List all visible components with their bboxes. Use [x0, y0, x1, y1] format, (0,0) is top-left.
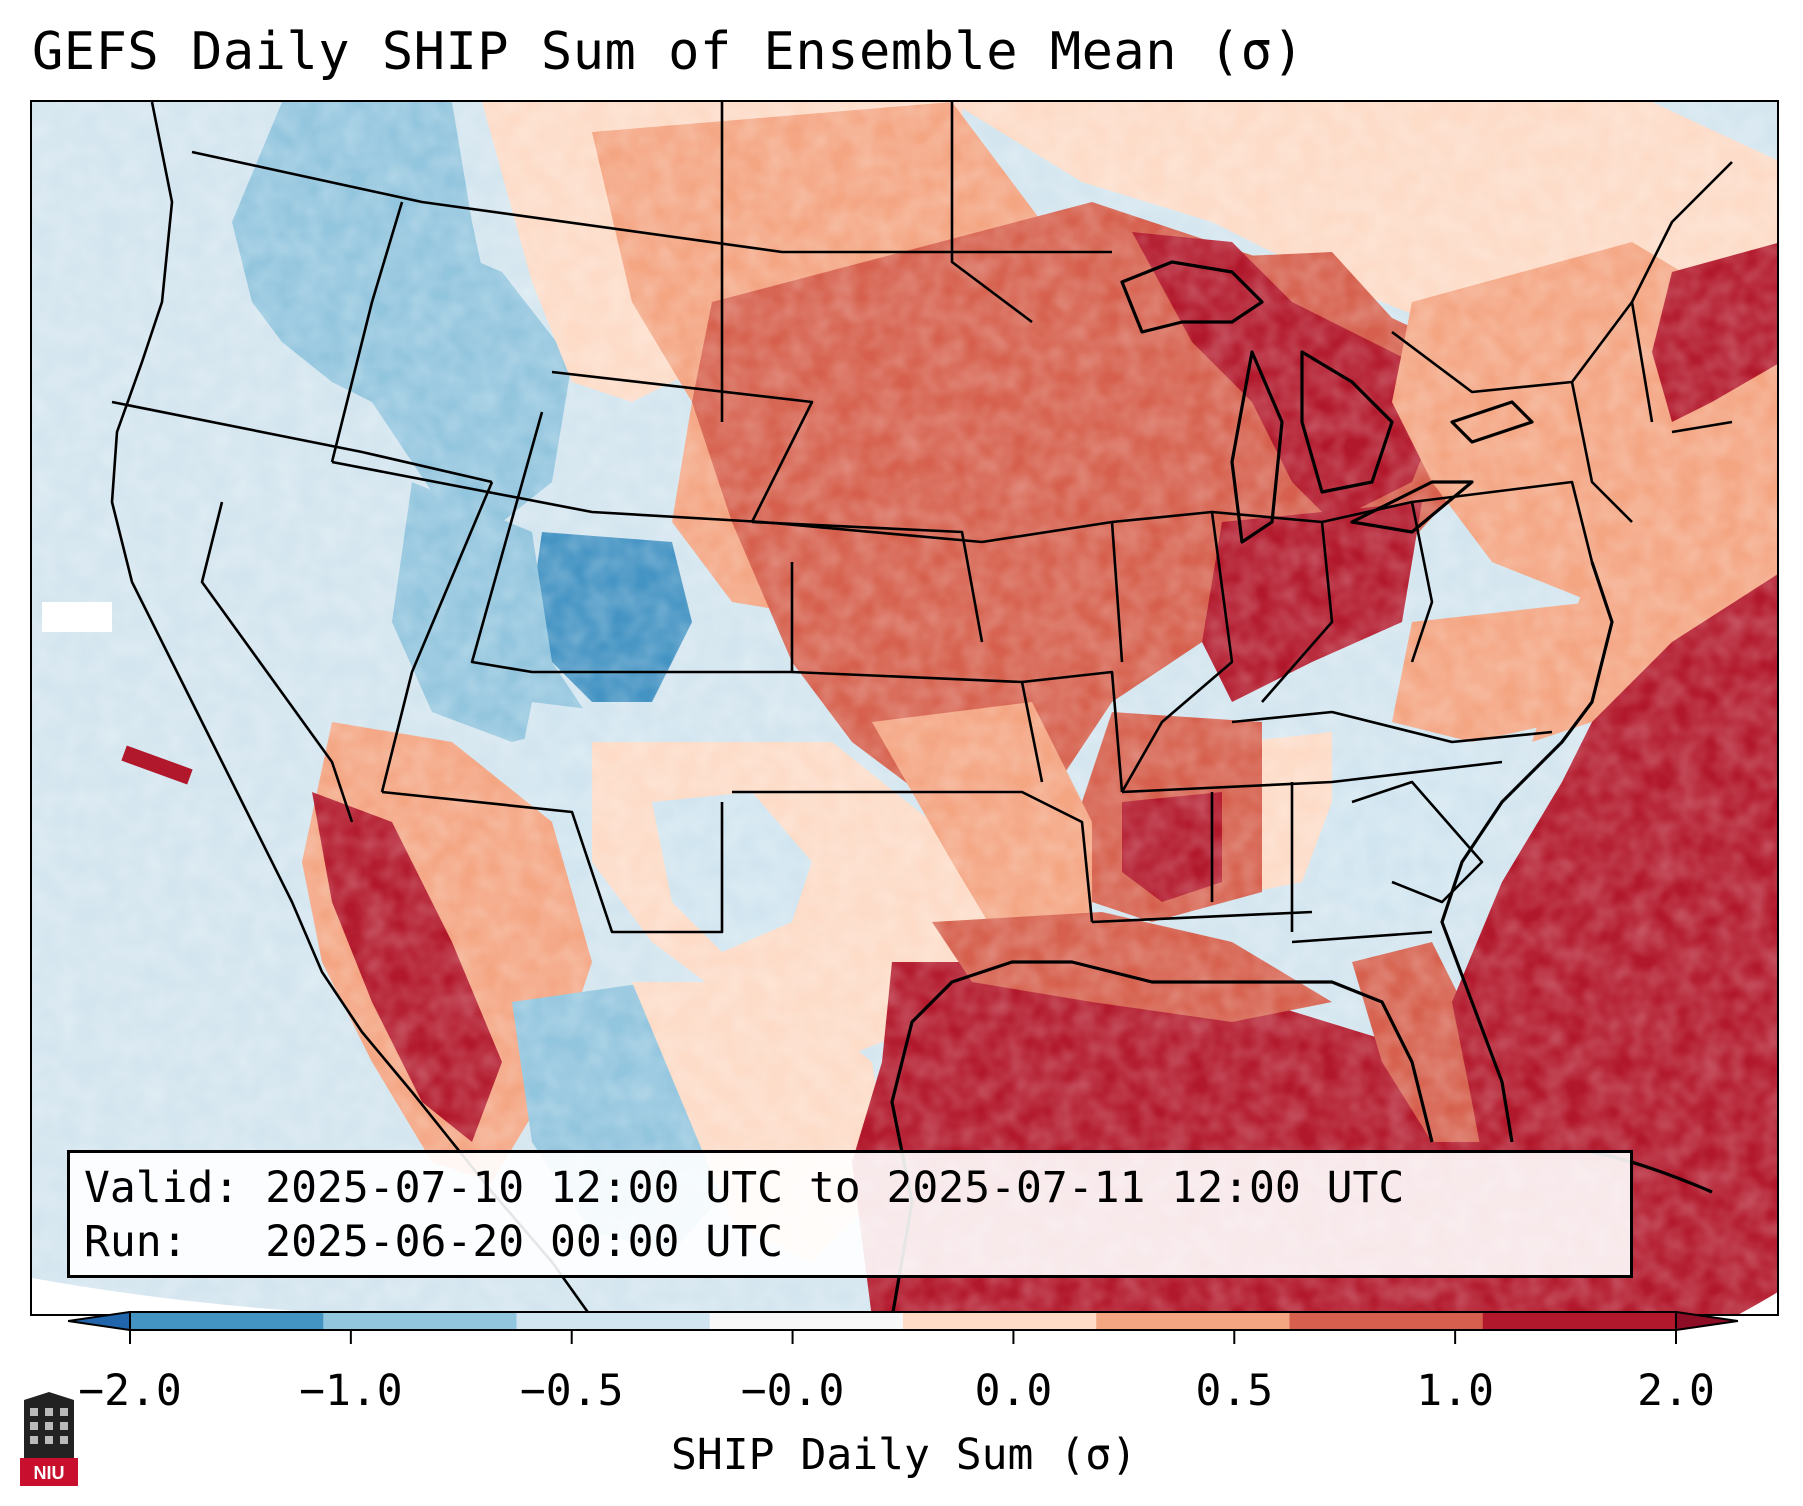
colorbar-bin [130, 1312, 324, 1330]
lake-ontario [1450, 400, 1534, 444]
colorbar-label: SHIP Daily Sum (σ) [671, 1430, 1137, 1480]
colorbar-bin [903, 1312, 1097, 1330]
or-id-boundary [111, 400, 493, 484]
colorbar-tick-label: −1.0 [299, 1366, 403, 1416]
offshore-pixel-white [42, 602, 112, 632]
colorbar-ticks [129, 1330, 1677, 1344]
offshore-pixel-red [121, 745, 193, 785]
colorbar-under-extension [68, 1312, 130, 1330]
valid-time-line: Valid: 2025-07-10 12:00 UTC to 2025-07-1… [84, 1163, 1405, 1213]
niu-logo: NIU [20, 1392, 78, 1486]
chart-title: GEFS Daily SHIP Sum of Ensemble Mean (σ) [32, 22, 1305, 82]
lake-erie [1350, 480, 1474, 534]
colorbar-bin [1096, 1312, 1290, 1330]
coastlines [890, 260, 1713, 1314]
colorbar-bin [323, 1312, 517, 1330]
colorbar-under-outline [68, 1311, 131, 1331]
validity-infobox: Valid: 2025-07-10 12:00 UTC to 2025-07-1… [67, 1150, 1633, 1278]
no-data-edge [32, 1278, 344, 1314]
colorbar-bin [1482, 1312, 1677, 1330]
colorbar-tick-label: 2.0 [1637, 1366, 1715, 1416]
colorbar-over-outline [1675, 1311, 1738, 1331]
colorbar-tick-label: 1.0 [1416, 1366, 1494, 1416]
logo-badge [20, 1458, 78, 1486]
lake-superior [1120, 260, 1264, 334]
colorbar-tick-label: −0.5 [519, 1366, 624, 1416]
run-time-line: Run: 2025-06-20 00:00 UTC [84, 1217, 783, 1267]
no-data-edge-right [1739, 1292, 1777, 1314]
map-canvas [32, 102, 1777, 1314]
colorbar-tick-label: 0.0 [974, 1366, 1053, 1416]
colorbar-bin [516, 1312, 711, 1330]
atlantic-coastline [1440, 561, 1614, 1143]
colorbar-over-extension [1676, 1312, 1738, 1330]
colorbar-outline [129, 1311, 1677, 1331]
colorbar-tick-label: −0.0 [740, 1366, 845, 1416]
colorbar-tick-label: 0.5 [1195, 1366, 1274, 1416]
colorbar-bins [130, 1312, 1677, 1330]
gulf-coastline [890, 960, 1434, 1314]
colorbar-bin [709, 1312, 904, 1330]
grid-texture [32, 102, 1777, 1314]
lake-michigan [1230, 350, 1284, 544]
colorbar-bin [1289, 1312, 1484, 1330]
lake-huron [1300, 350, 1394, 494]
map-panel [30, 100, 1779, 1316]
colorbar [68, 1311, 1738, 1344]
colorbar-tick-label: −2.0 [78, 1366, 182, 1416]
logo-text: NIU [34, 1463, 65, 1483]
state-boundaries [110, 102, 1733, 1314]
